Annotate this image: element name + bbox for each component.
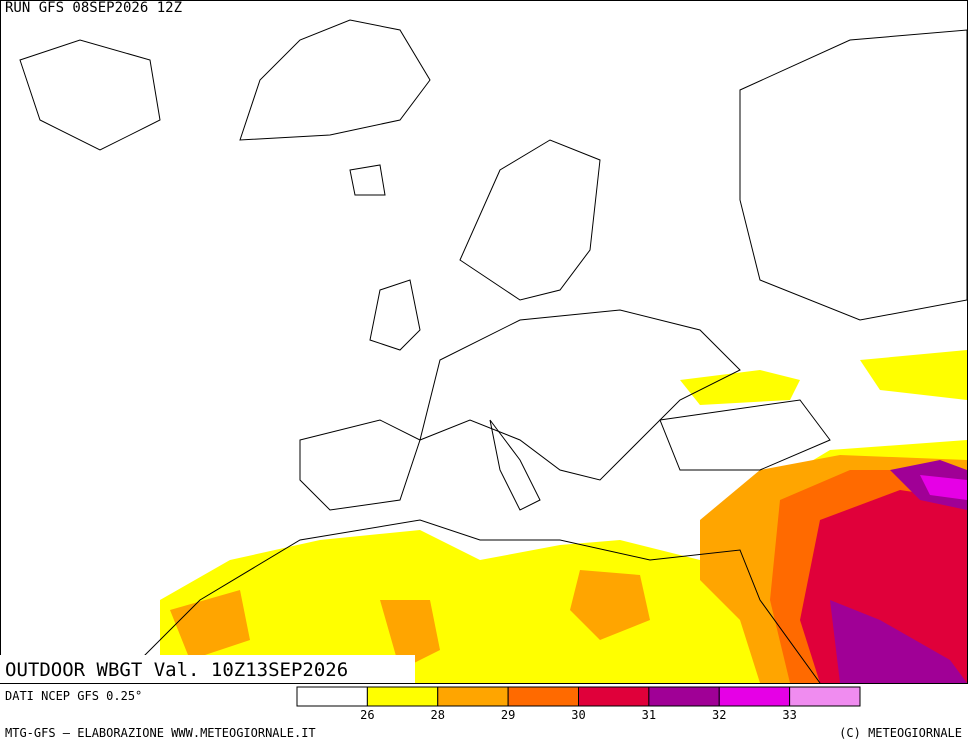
legend-swatch [296, 686, 368, 707]
legend-tick-label: 31 [642, 708, 656, 722]
north-africa [119, 519, 821, 684]
footer-right: (C) METEOGIORNALE [839, 726, 962, 740]
map: RUN GFS 08SEP2026 12Z OUTDOOR WBGT Val. … [0, 0, 968, 684]
scandinavia [459, 139, 601, 301]
legend-tick-label: 33 [782, 708, 796, 722]
field-magenta [920, 475, 967, 500]
title-box [0, 655, 415, 683]
field-libya [570, 570, 650, 640]
british-isles [369, 279, 421, 351]
legend-tick-label: 32 [712, 708, 726, 722]
anatolia [659, 399, 831, 471]
field-caspian [860, 350, 967, 400]
field-turkey [680, 370, 800, 405]
run-label: RUN GFS 08SEP2026 12Z [5, 0, 182, 16]
europe [419, 309, 741, 481]
italy [489, 419, 541, 511]
source-label: DATI NCEP GFS 0.25° [5, 689, 142, 703]
legend-swatch [648, 686, 720, 707]
legend-swatch [578, 686, 650, 707]
asia [739, 29, 968, 321]
legend-swatch [507, 686, 579, 707]
iberia [299, 419, 421, 511]
legend-tick-label: 29 [501, 708, 515, 722]
legend: 26 28 29 30 31 32 33 [296, 686, 861, 722]
legend-tick-label: 26 [360, 708, 374, 722]
footer-left: MTG-GFS — ELABORAZIONE WWW.METEOGIORNALE… [5, 726, 316, 740]
canada-islands [19, 39, 161, 151]
legend-swatch [437, 686, 509, 707]
field-morocco [170, 590, 250, 660]
iceland [349, 164, 386, 196]
map-title: OUTDOOR WBGT Val. 10Z13SEP2026 [5, 659, 348, 681]
greenland [239, 19, 431, 141]
legend-swatch [789, 686, 861, 707]
legend-swatch [718, 686, 791, 707]
legend-swatch [366, 686, 439, 707]
field-algeria [380, 600, 440, 670]
legend-tick-label: 30 [571, 708, 585, 722]
legend-tick-label: 28 [431, 708, 445, 722]
field-purple [830, 600, 967, 683]
